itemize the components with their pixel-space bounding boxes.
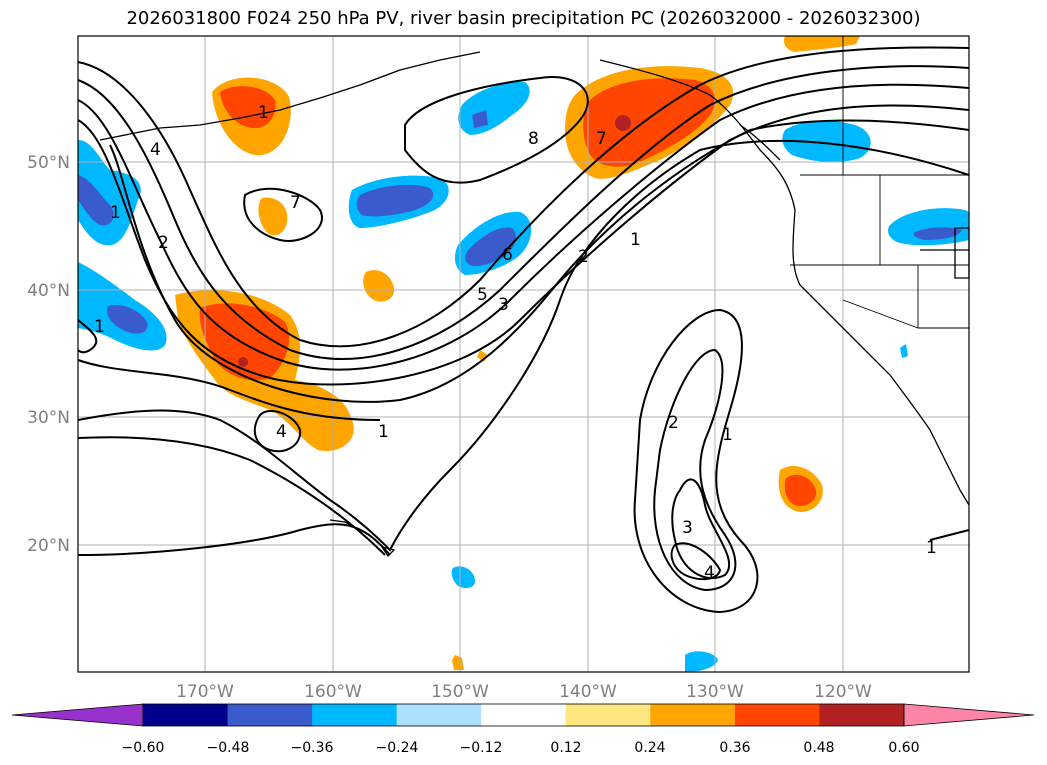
lat-tick-label: 50°N <box>27 153 70 173</box>
lat-tick-labels: 50°N 40°N 30°N 20°N <box>27 153 70 556</box>
colorbar-segment <box>312 704 398 726</box>
contour-label: 4 <box>704 563 715 583</box>
colorbar-tick-label: 0.12 <box>550 740 581 756</box>
contour-label: 7 <box>290 193 301 213</box>
map-title: 2026031800 F024 250 hPa PV, river basin … <box>126 8 921 29</box>
lon-tick-labels: 170°W 160°W 150°W 140°W 130°W 120°W <box>176 682 872 702</box>
map-frame <box>77 35 970 673</box>
colorbar-tick-label: −0.36 <box>291 740 334 756</box>
contour-labels: 4 2 1 1 1 4 1 8 7 7 6 5 3 2 1 2 1 3 4 1 <box>94 103 937 583</box>
contour-label: 6 <box>502 245 513 265</box>
contour-label: 1 <box>378 422 389 442</box>
colorbar-segments <box>11 703 1035 727</box>
contour-label: 2 <box>578 247 589 267</box>
colorbar-labels: −0.60 −0.48 −0.36 −0.24 −0.12 0.12 0.24 … <box>122 740 920 756</box>
colorbar-tick-label: −0.48 <box>207 740 250 756</box>
lon-tick-label: 170°W <box>176 682 234 702</box>
colorbar-tick-label: −0.24 <box>376 740 419 756</box>
contour-label: 1 <box>110 203 121 223</box>
colorbar-segment <box>481 704 567 726</box>
lon-tick-label: 160°W <box>304 682 362 702</box>
colorbar-tick-label: −0.12 <box>460 740 503 756</box>
colorbar-segment <box>227 704 313 726</box>
colorbar-tick-label: 0.36 <box>719 740 750 756</box>
colorbar-segment <box>143 704 229 726</box>
political-borders <box>790 36 969 329</box>
contour-label: 3 <box>682 518 693 538</box>
lon-tick-label: 150°W <box>431 682 489 702</box>
lon-tick-label: 140°W <box>559 682 617 702</box>
contour-label: 1 <box>926 538 937 558</box>
contour-label: 3 <box>498 295 509 315</box>
shading-layer <box>78 36 969 672</box>
contour-label: 8 <box>528 129 539 149</box>
map-panel: 4 2 1 1 1 4 1 8 7 7 6 5 3 2 1 2 1 3 4 1 <box>77 35 970 673</box>
colorbar-extend-low <box>11 703 144 727</box>
colorbar-segment <box>650 704 736 726</box>
lat-tick-label: 30°N <box>27 408 70 428</box>
contour-label: 7 <box>596 129 607 149</box>
lon-tick-label: 130°W <box>686 682 744 702</box>
colorbar-outline <box>142 703 905 727</box>
colorbar-segment <box>819 704 905 726</box>
colorbar-segment <box>565 704 651 726</box>
contour-label: 5 <box>477 285 488 305</box>
lon-tick-label: 120°W <box>814 682 872 702</box>
contour-label: 1 <box>258 103 269 123</box>
lat-tick-label: 20°N <box>27 536 70 556</box>
contour-label: 4 <box>276 422 287 442</box>
contour-label: 2 <box>158 233 169 253</box>
contour-label: 1 <box>630 230 641 250</box>
colorbar-tick-label: 0.24 <box>634 740 665 756</box>
colorbar-extend-high <box>903 703 1035 727</box>
contour-label: 1 <box>722 425 733 445</box>
contour-label: 2 <box>668 413 679 433</box>
colorbar-segment <box>734 704 820 726</box>
colorbar: −0.60 −0.48 −0.36 −0.24 −0.12 0.12 0.24 … <box>11 703 1035 756</box>
colorbar-segment <box>396 704 482 726</box>
colorbar-tick-label: −0.60 <box>122 740 165 756</box>
colorbar-tick-label: 0.48 <box>803 740 834 756</box>
colorbar-tick-label: 0.60 <box>888 740 919 756</box>
lat-tick-label: 40°N <box>27 281 70 301</box>
contour-label: 1 <box>94 317 105 337</box>
contour-label: 4 <box>150 140 161 160</box>
